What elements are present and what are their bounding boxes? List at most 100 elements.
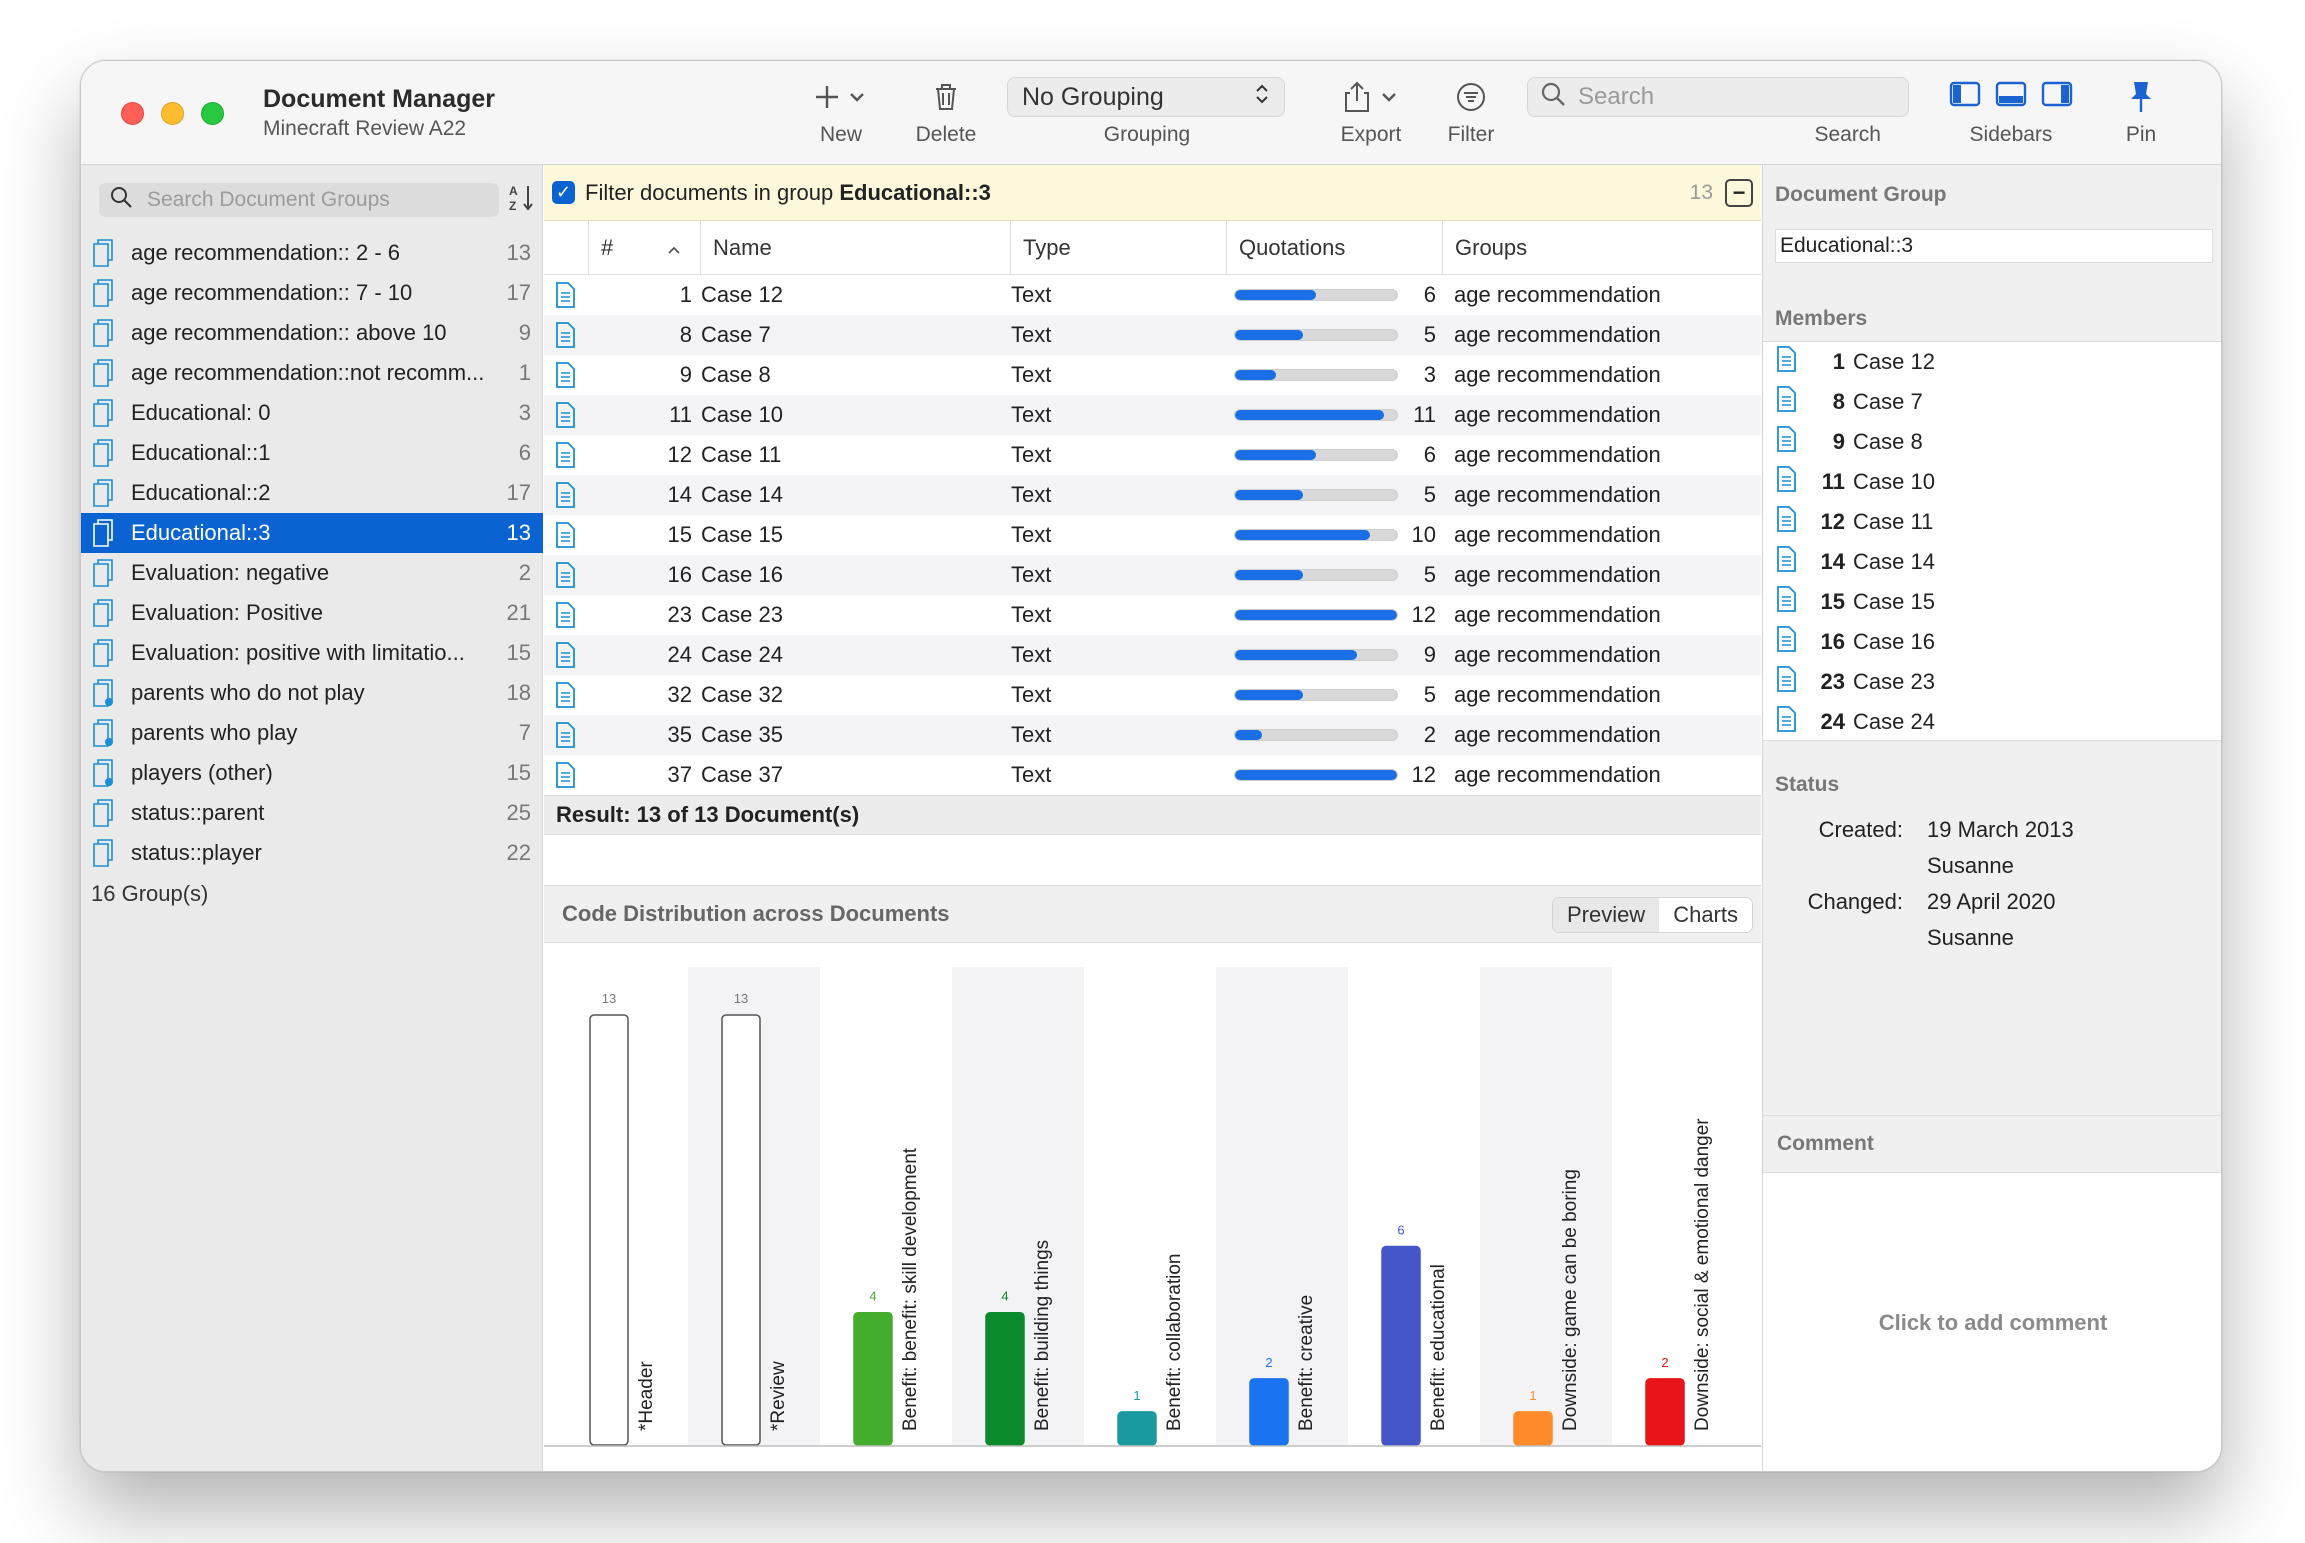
- pin-label: Pin: [2125, 123, 2157, 146]
- pin-button[interactable]: Pin: [2106, 77, 2176, 147]
- text-document-icon: [554, 635, 584, 675]
- search-input[interactable]: Search: [1527, 77, 1909, 117]
- doc-type: Text: [1011, 322, 1052, 347]
- group-item[interactable]: age recommendation::not recomm... 1: [81, 353, 543, 393]
- tab-preview[interactable]: Preview: [1552, 898, 1660, 932]
- filter-checkbox[interactable]: ✓: [552, 181, 575, 204]
- group-item[interactable]: players (other) 15: [81, 753, 543, 793]
- group-item[interactable]: status::player 22: [81, 833, 543, 873]
- table-row[interactable]: 23 Case 23 Text 12 age recommendation: [544, 595, 1761, 635]
- col-num-header[interactable]: #: [588, 221, 700, 275]
- document-group-icon: [91, 559, 115, 587]
- table-row[interactable]: 12 Case 11 Text 6 age recommendation: [544, 435, 1761, 475]
- comment-field[interactable]: Click to add comment: [1763, 1173, 2221, 1471]
- col-type-header[interactable]: Type: [1010, 221, 1226, 275]
- quotation-count: 9: [1423, 642, 1436, 667]
- minimize-window-button[interactable]: [161, 102, 184, 125]
- chart-bar: [589, 1014, 629, 1446]
- text-document-icon: [554, 675, 584, 715]
- group-item[interactable]: Educational: 0 3: [81, 393, 543, 433]
- member-item[interactable]: 11 Case 10: [1763, 462, 2221, 502]
- member-number: 9: [1832, 429, 1845, 454]
- group-item[interactable]: status::parent 25: [81, 793, 543, 833]
- document-group-icon: [91, 639, 115, 667]
- table-row[interactable]: 9 Case 8 Text 3 age recommendation: [544, 355, 1761, 395]
- smart-group-icon: [91, 719, 115, 747]
- doc-groups: age recommendation: [1454, 602, 1661, 627]
- group-list: age recommendation:: 2 - 6 13 age recommen…: [81, 233, 543, 915]
- table-row[interactable]: 8 Case 7 Text 5 age recommendation: [544, 315, 1761, 355]
- group-item[interactable]: Evaluation: positive with limitatio... 15: [81, 633, 543, 673]
- close-window-button[interactable]: [121, 102, 144, 125]
- group-item[interactable]: age recommendation:: above 10 9: [81, 313, 543, 353]
- table-row[interactable]: 11 Case 10 Text 11 age recommendation: [544, 395, 1761, 435]
- table-row[interactable]: 32 Case 32 Text 5 age recommendation: [544, 675, 1761, 715]
- group-item[interactable]: age recommendation:: 7 - 10 17: [81, 273, 543, 313]
- tab-charts[interactable]: Charts: [1659, 898, 1752, 932]
- member-item[interactable]: 12 Case 11: [1763, 502, 2221, 542]
- quotation-count: 3: [1423, 362, 1436, 387]
- document-group-name-field[interactable]: Educational::3: [1775, 229, 2213, 263]
- text-document-icon: [554, 395, 584, 435]
- chart-value-label: 1: [1133, 1388, 1140, 1403]
- project-subtitle: Minecraft Review A22: [263, 117, 467, 140]
- created-label: Created:: [1818, 817, 1903, 842]
- group-item[interactable]: parents who do not play 18: [81, 673, 543, 713]
- member-item[interactable]: 1 Case 12: [1763, 342, 2221, 382]
- member-item[interactable]: 23 Case 23: [1763, 662, 2221, 702]
- quotation-bar: [1234, 275, 1404, 315]
- member-item[interactable]: 9 Case 8: [1763, 422, 2221, 462]
- bottom-panel-toggle-icon[interactable]: [1995, 81, 2027, 114]
- group-item[interactable]: Educational::1 6: [81, 433, 543, 473]
- comment-title: Comment: [1763, 1115, 2221, 1173]
- zoom-window-button[interactable]: [201, 102, 224, 125]
- export-button[interactable]: Export: [1331, 77, 1411, 147]
- member-number: 11: [1821, 469, 1845, 494]
- doc-groups: age recommendation: [1454, 282, 1661, 307]
- table-row[interactable]: 24 Case 24 Text 9 age recommendation: [544, 635, 1761, 675]
- grouping-select[interactable]: No Grouping: [1007, 77, 1285, 117]
- group-item[interactable]: age recommendation:: 2 - 6 13: [81, 233, 543, 273]
- table-row[interactable]: 14 Case 14 Text 5 age recommendation: [544, 475, 1761, 515]
- doc-name: Case 32: [701, 682, 783, 707]
- col-name-header[interactable]: Name: [700, 221, 1010, 275]
- member-name: Case 24: [1853, 709, 1935, 734]
- member-item[interactable]: 15 Case 15: [1763, 582, 2221, 622]
- quotation-bar: [1234, 595, 1404, 635]
- left-sidebar-toggle-icon[interactable]: [1949, 81, 1981, 114]
- group-item[interactable]: Evaluation: negative 2: [81, 553, 543, 593]
- table-row[interactable]: 15 Case 15 Text 10 age recommendation: [544, 515, 1761, 555]
- member-item[interactable]: 16 Case 16: [1763, 622, 2221, 662]
- filter-button[interactable]: Filter: [1431, 77, 1511, 147]
- quotation-count: 12: [1411, 762, 1436, 787]
- member-item[interactable]: 14 Case 14: [1763, 542, 2221, 582]
- table-row[interactable]: 37 Case 37 Text 12 age recommendation: [544, 755, 1761, 795]
- quotation-count: 11: [1413, 402, 1436, 427]
- delete-button[interactable]: Delete: [906, 77, 986, 147]
- doc-number: 12: [667, 442, 692, 467]
- right-sidebar-toggle-icon[interactable]: [2041, 81, 2073, 114]
- group-name: parents who do not play: [131, 680, 365, 705]
- group-item[interactable]: parents who play 7: [81, 713, 543, 753]
- member-item[interactable]: 24 Case 24: [1763, 702, 2221, 742]
- member-item[interactable]: 8 Case 7: [1763, 382, 2221, 422]
- text-document-icon: [1775, 386, 1797, 418]
- col-quotations-header[interactable]: Quotations: [1226, 221, 1442, 275]
- table-row[interactable]: 1 Case 12 Text 6 age recommendation: [544, 275, 1761, 315]
- new-button[interactable]: New: [801, 77, 881, 147]
- group-item[interactable]: Educational::3 13: [81, 513, 543, 553]
- created-date: 19 March 2013: [1927, 817, 2074, 842]
- table-row[interactable]: 16 Case 16 Text 5 age recommendation: [544, 555, 1761, 595]
- search-icon: [1540, 81, 1566, 114]
- group-search-input[interactable]: Search Document Groups: [99, 183, 499, 217]
- group-item[interactable]: Educational::2 17: [81, 473, 543, 513]
- table-row[interactable]: 35 Case 35 Text 2 age recommendation: [544, 715, 1761, 755]
- doc-type: Text: [1011, 282, 1052, 307]
- group-name: Evaluation: negative: [131, 560, 330, 585]
- group-count: 15: [506, 640, 531, 665]
- group-item[interactable]: Evaluation: Positive 21: [81, 593, 543, 633]
- remove-filter-button[interactable]: −: [1725, 178, 1753, 207]
- col-groups-header[interactable]: Groups: [1442, 221, 1761, 275]
